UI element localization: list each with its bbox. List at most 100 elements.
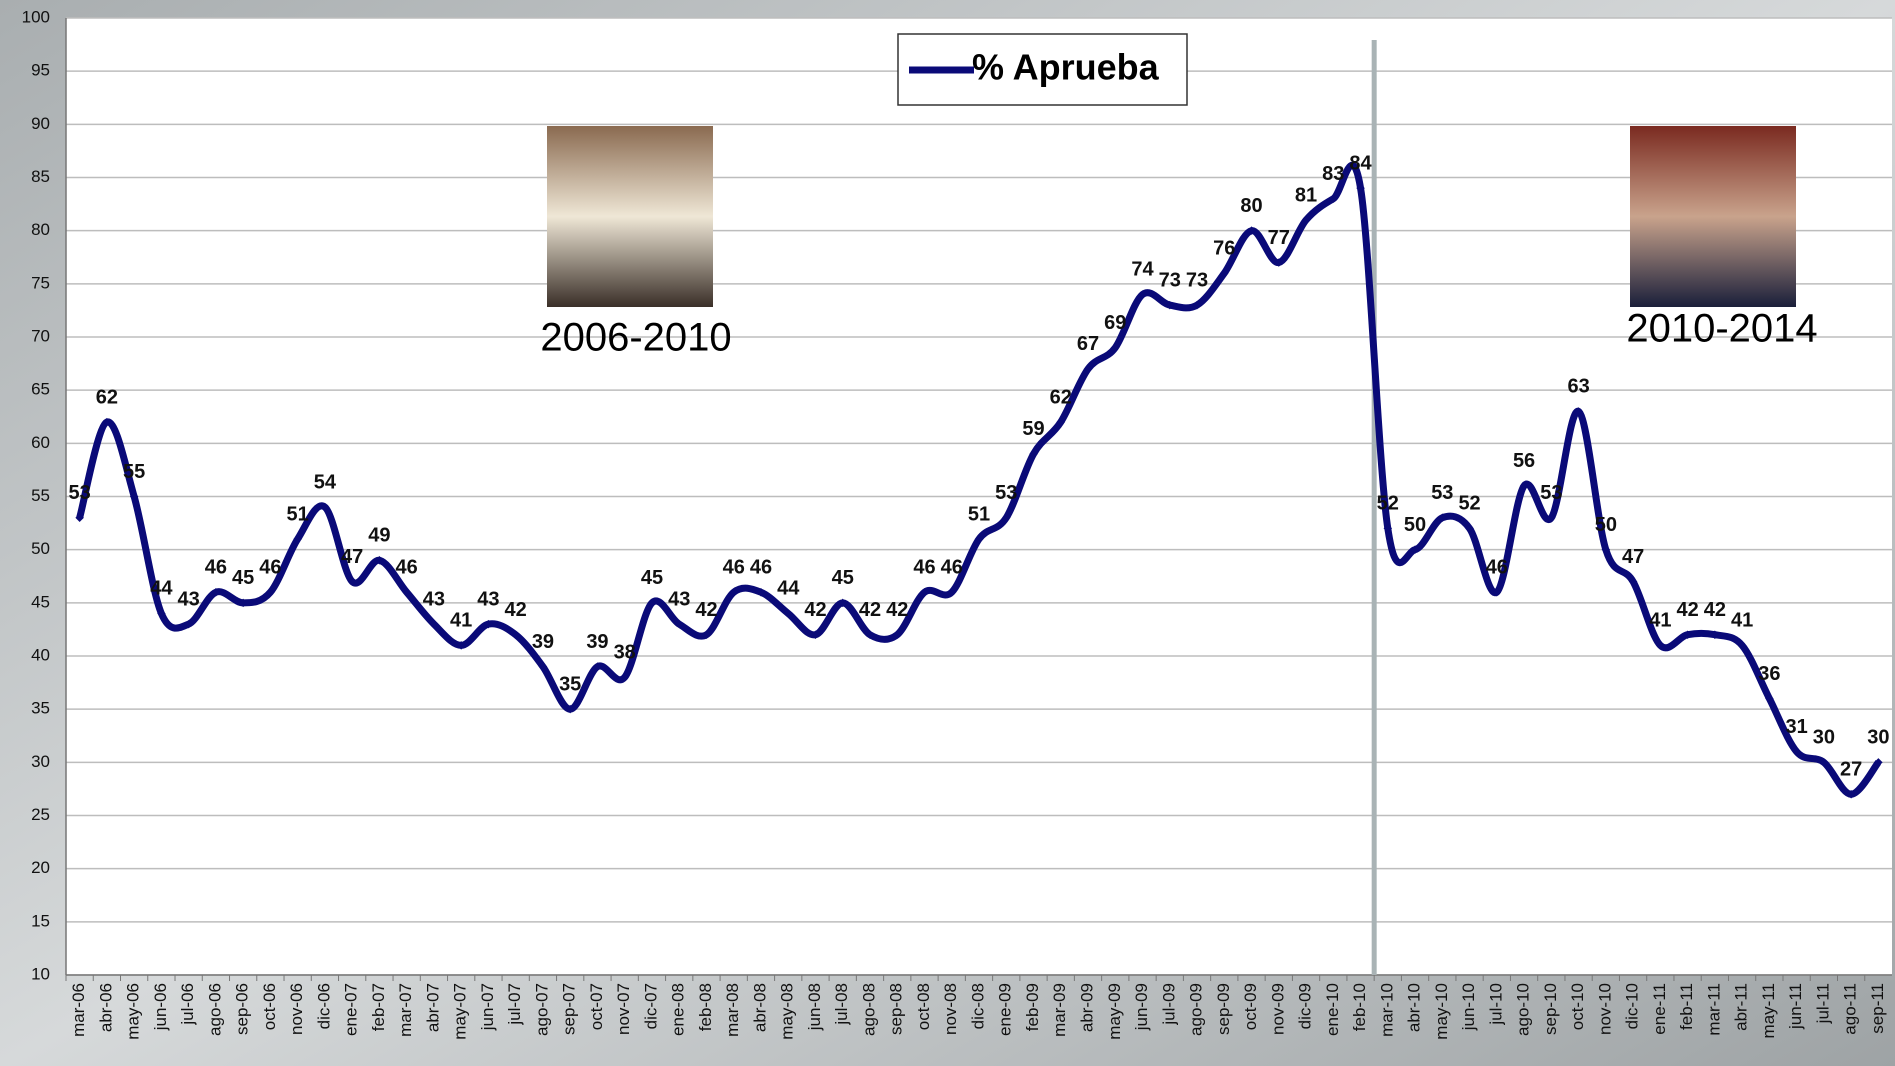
data-label: 46 <box>205 556 227 578</box>
data-label: 62 <box>1050 386 1072 408</box>
photo <box>1630 126 1796 307</box>
data-label: 43 <box>178 588 200 610</box>
data-label: 55 <box>123 461 145 483</box>
data-label: 46 <box>750 556 772 578</box>
y-tick-label: 25 <box>31 805 50 824</box>
x-tick-label: dic-09 <box>1296 983 1315 1029</box>
x-tick-label: may-08 <box>778 983 797 1040</box>
annotation: 2010-2014 <box>1626 307 1817 351</box>
x-tick-label: ene-11 <box>1650 983 1669 1035</box>
data-label: 46 <box>259 556 281 578</box>
data-label: 30 <box>1813 727 1835 749</box>
data-label: 84 <box>1349 152 1372 174</box>
x-tick-label: feb-07 <box>369 983 388 1031</box>
data-label: 47 <box>1622 546 1644 568</box>
data-label: 42 <box>1704 599 1726 621</box>
data-label: 52 <box>1458 493 1480 515</box>
y-tick-label: 55 <box>31 486 50 505</box>
x-tick-label: jun-09 <box>1132 983 1151 1031</box>
x-tick-label: jul-10 <box>1486 983 1505 1026</box>
data-label: 73 <box>1186 269 1208 291</box>
data-label: 45 <box>232 567 254 589</box>
annotation: 2006-2010 <box>540 316 731 360</box>
x-tick-label: nov-10 <box>1595 983 1614 1035</box>
chart: 2006-2010 2010-2014 % Aprueba 10 15 20 25 30… <box>0 0 1895 1066</box>
data-label: 62 <box>96 386 118 408</box>
y-tick-label: 15 <box>31 911 50 930</box>
x-tick-label: mar-07 <box>396 983 415 1037</box>
data-label: 45 <box>641 567 663 589</box>
x-tick-label: sep-06 <box>233 983 252 1035</box>
data-label: 42 <box>886 599 908 621</box>
x-tick-label: may-09 <box>1105 983 1124 1040</box>
x-tick-label: mar-09 <box>1050 983 1069 1037</box>
data-label: 53 <box>1540 482 1562 504</box>
x-tick-label: oct-08 <box>914 983 933 1030</box>
data-label: 38 <box>614 642 636 664</box>
x-tick-label: mar-11 <box>1704 983 1723 1036</box>
x-tick-label: abr-09 <box>1077 983 1096 1032</box>
data-label: 83 <box>1322 163 1344 185</box>
data-label: 76 <box>1213 237 1235 259</box>
legend: % Aprueba <box>898 34 1187 105</box>
y-tick-label: 90 <box>31 114 50 133</box>
x-tick-label: ene-10 <box>1323 983 1342 1036</box>
data-label: 41 <box>1731 610 1753 632</box>
x-tick-label: ago-09 <box>1187 983 1206 1036</box>
x-tick-label: ene-09 <box>996 983 1015 1036</box>
x-tick-label: jul-08 <box>832 983 851 1026</box>
y-tick-label: 45 <box>31 592 50 611</box>
data-label: 43 <box>477 588 499 610</box>
data-label: 50 <box>1404 514 1426 536</box>
x-tick-label: ago-07 <box>532 983 551 1036</box>
data-label: 52 <box>1377 493 1399 515</box>
x-tick-label: mar-08 <box>723 983 742 1037</box>
photo <box>547 126 713 307</box>
x-tick-label: jun-07 <box>478 983 497 1031</box>
data-label: 46 <box>913 556 935 578</box>
data-label: 42 <box>695 599 717 621</box>
x-tick-label: jun-06 <box>151 983 170 1031</box>
data-label: 30 <box>1867 727 1889 749</box>
data-label: 39 <box>586 631 608 653</box>
data-label: 56 <box>1513 450 1535 472</box>
y-tick-label: 10 <box>31 964 50 983</box>
data-label: 59 <box>1022 418 1044 440</box>
x-tick-label: sep-10 <box>1541 983 1560 1035</box>
data-label: 41 <box>1649 610 1671 632</box>
x-tick-label: sep-11 <box>1868 983 1887 1034</box>
x-tick-label: feb-08 <box>696 983 715 1031</box>
data-label: 35 <box>559 673 581 695</box>
y-tick-label: 100 <box>22 7 50 26</box>
x-tick-label: abr-11 <box>1732 983 1751 1031</box>
data-label: 46 <box>1486 556 1508 578</box>
data-label: 46 <box>723 556 745 578</box>
data-label: 49 <box>368 525 390 547</box>
data-label: 43 <box>668 588 690 610</box>
x-tick-label: nov-09 <box>1268 983 1287 1035</box>
x-tick-label: jul-09 <box>1159 983 1178 1026</box>
x-tick-label: dic-10 <box>1623 983 1642 1029</box>
x-tick-label: feb-10 <box>1350 983 1369 1031</box>
x-tick-label: jun-08 <box>805 983 824 1031</box>
y-tick-label: 65 <box>31 380 50 399</box>
data-label: 74 <box>1131 259 1154 281</box>
x-tick-label: may-07 <box>451 983 470 1040</box>
data-label: 80 <box>1240 195 1262 217</box>
data-label: 53 <box>995 482 1017 504</box>
y-tick-label: 35 <box>31 699 50 718</box>
x-tick-label: mar-06 <box>69 983 88 1037</box>
data-label: 63 <box>1567 376 1589 398</box>
data-label: 81 <box>1295 184 1317 206</box>
data-label: 31 <box>1785 716 1807 738</box>
x-tick-label: abr-06 <box>96 983 115 1032</box>
y-tick-label: 40 <box>31 645 50 664</box>
data-label: 44 <box>150 578 173 600</box>
data-label: 54 <box>314 471 337 493</box>
y-tick-label: 20 <box>31 858 50 877</box>
x-tick-label: jun-10 <box>1459 983 1478 1031</box>
x-tick-label: sep-08 <box>887 983 906 1035</box>
x-tick-label: oct-09 <box>1241 983 1260 1030</box>
legend-label: % Aprueba <box>972 47 1160 88</box>
data-label: 41 <box>450 610 472 632</box>
